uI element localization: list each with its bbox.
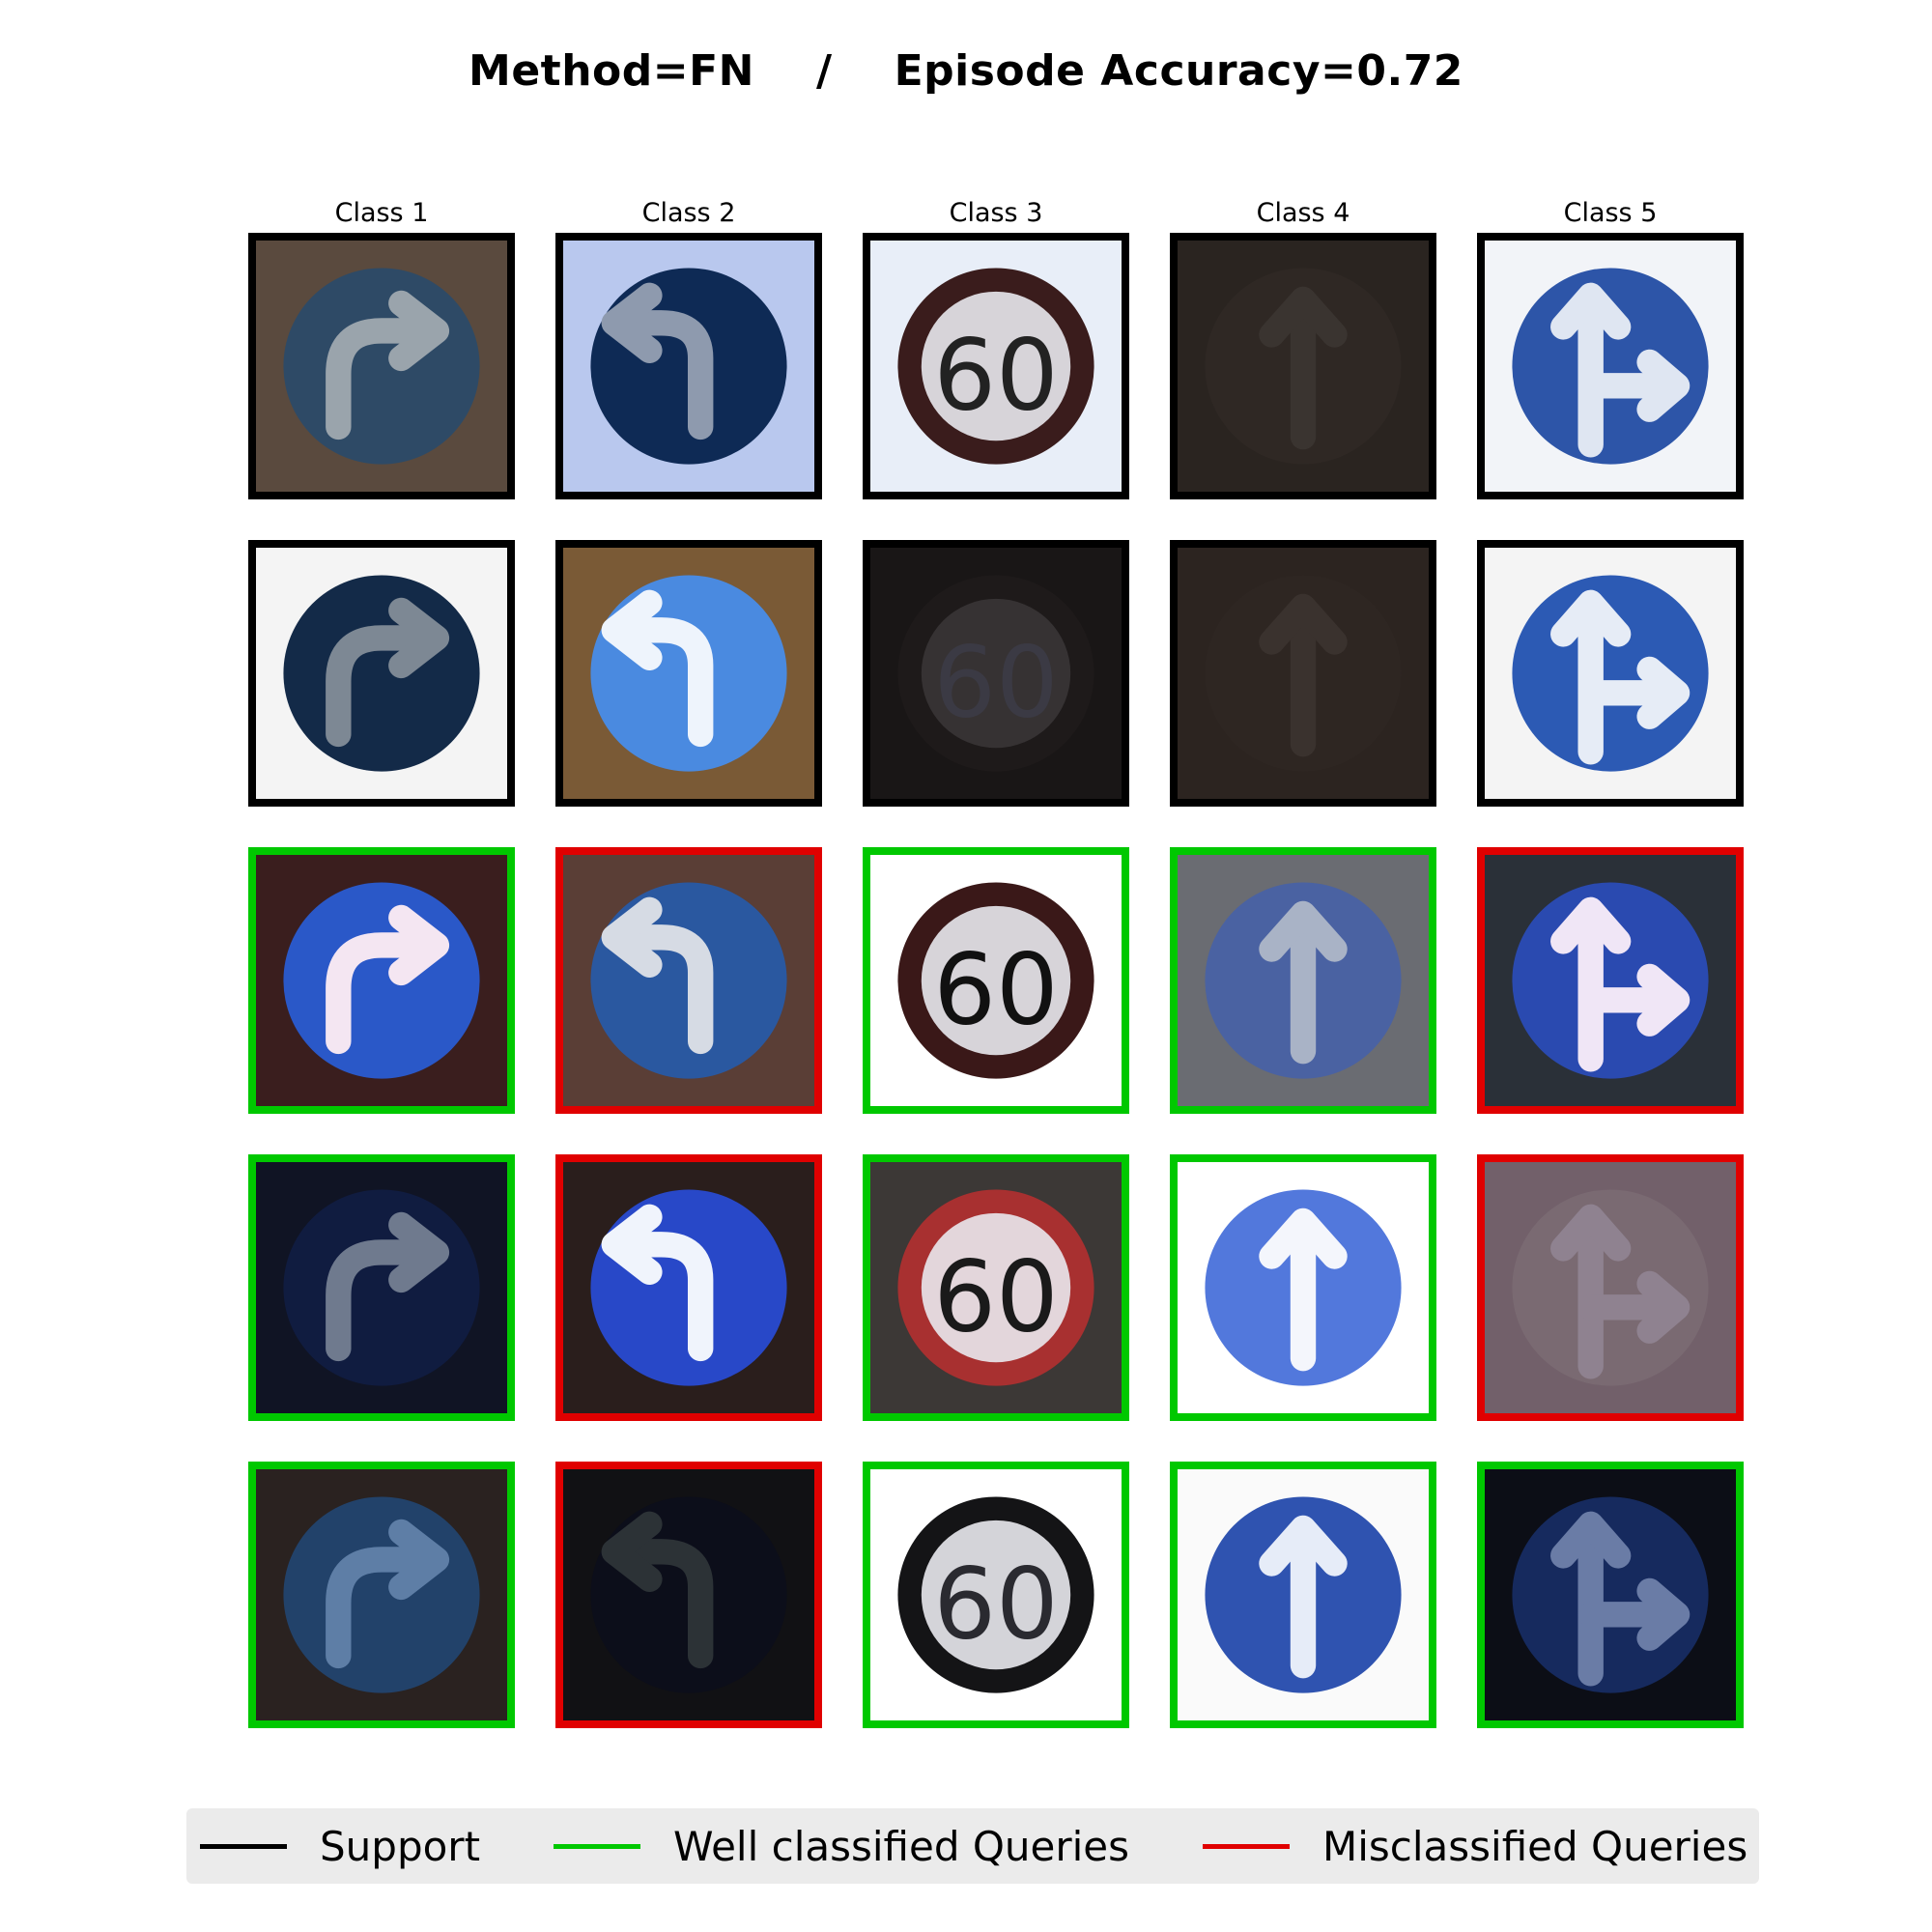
thumbnail-r4-c2: [555, 1154, 822, 1421]
thumbnail-r3-c4: [1170, 847, 1436, 1114]
legend-line-support-icon: [200, 1843, 287, 1849]
legend-label-misclassified: Misclassified Queries: [1322, 1822, 1748, 1870]
thumbnail-r1-c5: [1477, 233, 1744, 499]
traffic-sign-turn-left-icon: [563, 855, 814, 1106]
traffic-sign-straight-right-icon: [1485, 1469, 1736, 1720]
method-label: Method=FN: [469, 46, 755, 96]
thumbnail-r4-c1: [248, 1154, 515, 1421]
thumbnail-r2-c1: [248, 540, 515, 807]
svg-text:60: 60: [933, 626, 1058, 740]
accuracy-label: Episode Accuracy=0.72: [894, 46, 1463, 96]
legend-line-misclassified-icon: [1203, 1843, 1290, 1849]
legend-item-well-classified: Well classified Queries: [554, 1808, 1129, 1884]
thumbnail-r3-c1: [248, 847, 515, 1114]
traffic-sign-straight-icon: [1178, 241, 1429, 492]
thumbnail-r5-c3: 60: [863, 1462, 1129, 1728]
thumbnail-r4-c3: 60: [863, 1154, 1129, 1421]
column-label-class-1: Class 1: [334, 198, 429, 228]
thumbnail-r5-c1: [248, 1462, 515, 1728]
thumbnail-r3-c3: 60: [863, 847, 1129, 1114]
svg-text:60: 60: [933, 1548, 1058, 1662]
traffic-sign-turn-left-icon: [563, 1469, 814, 1720]
legend-item-misclassified: Misclassified Queries: [1203, 1808, 1747, 1884]
svg-text:60: 60: [933, 1240, 1058, 1354]
thumbnail-r2-c5: [1477, 540, 1744, 807]
traffic-sign-straight-icon: [1178, 1162, 1429, 1413]
traffic-sign-straight-right-icon: [1485, 855, 1736, 1106]
thumbnail-r2-c2: [555, 540, 822, 807]
traffic-sign-speed-60-icon: 60: [870, 1162, 1122, 1413]
thumbnail-r5-c4: [1170, 1462, 1436, 1728]
traffic-sign-turn-left-icon: [563, 241, 814, 492]
traffic-sign-turn-right-icon: [256, 241, 507, 492]
legend-line-well-classified-icon: [554, 1843, 640, 1849]
legend-label-well-classified: Well classified Queries: [673, 1822, 1130, 1870]
traffic-sign-speed-60-icon: 60: [870, 548, 1122, 799]
thumbnail-r5-c2: [555, 1462, 822, 1728]
traffic-sign-turn-right-icon: [256, 855, 507, 1106]
thumbnail-r3-c5: [1477, 847, 1744, 1114]
svg-text:60: 60: [933, 933, 1058, 1047]
thumbnail-r4-c4: [1170, 1154, 1436, 1421]
thumbnail-r3-c2: [555, 847, 822, 1114]
thumbnail-r2-c3: 60: [863, 540, 1129, 807]
thumbnail-r1-c2: [555, 233, 822, 499]
traffic-sign-speed-60-icon: 60: [870, 855, 1122, 1106]
traffic-sign-turn-right-icon: [256, 1469, 507, 1720]
legend-item-support: Support: [200, 1808, 480, 1884]
traffic-sign-speed-60-icon: 60: [870, 241, 1122, 492]
traffic-sign-straight-right-icon: [1485, 1162, 1736, 1413]
traffic-sign-straight-right-icon: [1485, 241, 1736, 492]
legend-label-support: Support: [320, 1822, 481, 1870]
thumbnail-r1-c3: 60: [863, 233, 1129, 499]
traffic-sign-straight-icon: [1178, 548, 1429, 799]
thumbnail-r1-c1: [248, 233, 515, 499]
title-separator: /: [816, 46, 833, 96]
traffic-sign-straight-icon: [1178, 1469, 1429, 1720]
column-label-class-4: Class 4: [1256, 198, 1350, 228]
traffic-sign-speed-60-icon: 60: [870, 1469, 1122, 1720]
thumbnail-r5-c5: [1477, 1462, 1744, 1728]
column-label-class-2: Class 2: [641, 198, 736, 228]
column-label-class-3: Class 3: [949, 198, 1043, 228]
traffic-sign-turn-left-icon: [563, 1162, 814, 1413]
traffic-sign-turn-left-icon: [563, 548, 814, 799]
traffic-sign-straight-icon: [1178, 855, 1429, 1106]
svg-text:60: 60: [933, 319, 1058, 433]
figure-title: Method=FN / Episode Accuracy=0.72: [0, 46, 1932, 96]
traffic-sign-turn-right-icon: [256, 548, 507, 799]
thumbnail-r4-c5: [1477, 1154, 1744, 1421]
column-label-class-5: Class 5: [1563, 198, 1658, 228]
thumbnail-r1-c4: [1170, 233, 1436, 499]
traffic-sign-straight-right-icon: [1485, 548, 1736, 799]
legend: Support Well classified Queries Misclass…: [186, 1808, 1759, 1884]
traffic-sign-turn-right-icon: [256, 1162, 507, 1413]
thumbnail-r2-c4: [1170, 540, 1436, 807]
